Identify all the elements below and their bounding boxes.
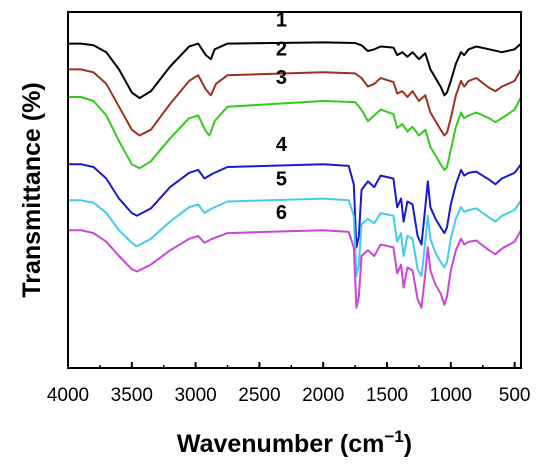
x-tick-label: 1500	[366, 385, 408, 406]
x-tick-label: 500	[499, 385, 531, 406]
series-line-2	[68, 68, 522, 137]
x-axis-title: Wavenumber (cm−1)	[177, 427, 412, 458]
series-line-1	[68, 41, 522, 100]
y-axis-title: Transmittance (%)	[18, 82, 46, 297]
series-layer	[68, 41, 522, 309]
series-label-3: 3	[276, 67, 287, 89]
x-axis-ticks: 4000 3500 3000 2500 2000 1500 1000 500	[47, 362, 531, 406]
x-tick-label: 3000	[174, 385, 216, 406]
x-tick-label: 4000	[47, 385, 89, 406]
x-tick-label: 1000	[430, 385, 472, 406]
series-label-1: 1	[276, 10, 287, 32]
series-line-6	[68, 229, 522, 309]
series-line-3	[68, 96, 522, 171]
x-axis-title-main: Wavenumber (cm	[177, 430, 384, 458]
series-label-2: 2	[276, 38, 287, 60]
series-label-6: 6	[276, 202, 287, 224]
series-label-4: 4	[276, 134, 288, 156]
plot-frame	[67, 11, 522, 369]
series-line-4	[68, 163, 522, 249]
x-tick-label: 2500	[238, 385, 280, 406]
x-tick-label: 2000	[302, 385, 344, 406]
series-labels: 1 2 3 4 5 6	[276, 10, 288, 224]
series-label-5: 5	[276, 169, 287, 191]
x-tick-label: 3500	[111, 385, 153, 406]
series-line-5	[68, 197, 522, 278]
x-axis-title-sup: −1	[384, 427, 403, 446]
x-axis-title-close: )	[404, 430, 412, 458]
